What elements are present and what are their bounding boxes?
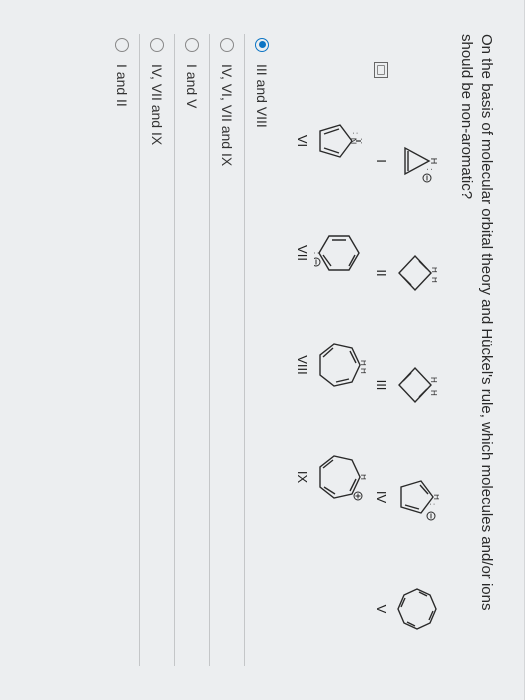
svg-text::: : — [315, 252, 322, 254]
svg-text:H: H — [360, 368, 367, 374]
choice-1[interactable]: IV, VI, VII and IX — [210, 34, 245, 666]
choice-3[interactable]: IV, VII and IX — [140, 34, 175, 666]
svg-text:H: H — [360, 138, 363, 144]
question-text: On the basis of molecular orbital theory… — [456, 34, 497, 666]
structure-label: V — [375, 605, 390, 614]
svg-text:H: H — [431, 267, 438, 273]
structure-label: I — [375, 159, 390, 163]
structure-V: V — [375, 572, 442, 646]
choice-label: I and V — [185, 64, 201, 108]
structure-label: VII — [296, 245, 311, 261]
choice-2[interactable]: I and V — [175, 34, 210, 666]
choice-label: I and II — [115, 64, 131, 107]
structure-label: VI — [296, 135, 311, 147]
structure-IX: H IX — [296, 440, 367, 514]
structure-grid: H : I H H II — [296, 34, 442, 666]
radio-icon[interactable] — [256, 38, 270, 52]
structure-label: III — [375, 380, 390, 391]
structure-row-1: H : I H H II — [375, 34, 442, 666]
svg-text:H: H — [431, 277, 438, 283]
svg-text::: : — [352, 132, 361, 134]
svg-text:H: H — [433, 494, 440, 500]
structure-I: H : I — [375, 124, 438, 198]
structure-row-2: N H : VI : — [296, 34, 367, 666]
structure-VIII: H H VIII — [296, 328, 367, 402]
svg-text:H: H — [430, 377, 438, 383]
svg-text::: : — [426, 168, 436, 171]
structure-IV: H : IV — [375, 460, 440, 534]
answer-choices: III and VIII IV, VI, VII and IX I and V … — [106, 34, 280, 666]
radio-icon[interactable] — [221, 38, 235, 52]
svg-text:H: H — [360, 474, 367, 480]
svg-text:H: H — [430, 158, 438, 165]
structure-label: IV — [375, 491, 390, 503]
structure-label: IX — [296, 471, 311, 483]
radio-icon[interactable] — [186, 38, 200, 52]
structure-III: H H III — [375, 348, 438, 422]
structure-VI: N H : VI — [296, 104, 363, 178]
choice-label: III and VIII — [255, 64, 271, 128]
choice-0[interactable]: III and VIII — [245, 34, 280, 666]
svg-text::: : — [429, 503, 438, 505]
choice-label: IV, VII and IX — [150, 64, 166, 145]
choice-4[interactable]: I and II — [106, 34, 140, 666]
svg-text:H: H — [360, 360, 367, 366]
question-card: On the basis of molecular orbital theory… — [0, 0, 524, 700]
choice-label: IV, VI, VII and IX — [220, 64, 236, 166]
flag-icon[interactable] — [375, 62, 389, 78]
structure-II: H H II — [375, 236, 438, 310]
radio-icon[interactable] — [116, 38, 130, 52]
svg-text:H: H — [430, 390, 438, 396]
structure-label: II — [375, 269, 390, 276]
structure-VII: : VII — [296, 216, 365, 290]
structure-label: VIII — [296, 355, 311, 375]
radio-icon[interactable] — [151, 38, 165, 52]
